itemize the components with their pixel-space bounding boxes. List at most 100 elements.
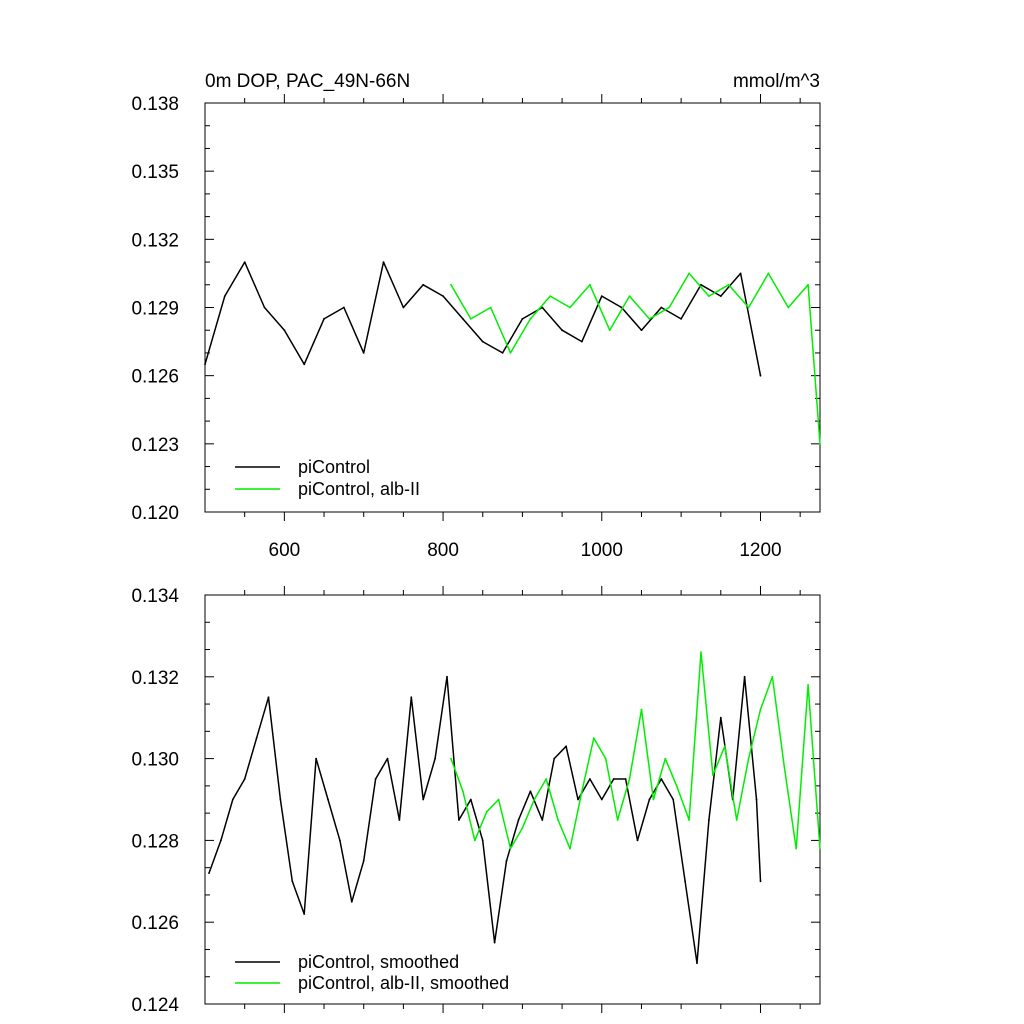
top-data-point [243, 261, 246, 263]
bottom-data-point [497, 798, 500, 801]
top-data-point [807, 283, 809, 286]
top-data-point [442, 295, 444, 297]
bottom-data-point [386, 757, 389, 760]
top-data-point [688, 272, 690, 275]
top-data-point [541, 306, 544, 309]
bottom-data-point [819, 847, 821, 850]
bottom-data-point [458, 819, 460, 821]
top-data-point [303, 363, 306, 366]
top-data-point [767, 272, 770, 275]
bottom-data-point [434, 757, 436, 760]
top-data-point [819, 442, 821, 445]
y-tick-label: 0.126 [131, 913, 179, 934]
top-data-point [589, 283, 591, 286]
bottom-data-point [557, 819, 559, 821]
top-series-line-picontrol [204, 261, 762, 376]
bottom-data-point [267, 696, 270, 699]
bottom-data-point [723, 745, 726, 748]
top-data-point [608, 329, 611, 332]
bottom-data-point [545, 778, 548, 780]
bottom-data-point [759, 880, 762, 883]
top-data-point [402, 306, 405, 309]
bottom-data-point [747, 757, 750, 760]
top-data-point [759, 374, 762, 377]
top-legend: piControl piControl, alb-II [235, 457, 420, 499]
bottom-data-point [279, 798, 282, 801]
y-tick-label: 0.126 [131, 367, 179, 388]
top-data-point [223, 295, 226, 297]
top-data-point [739, 272, 742, 275]
top-data-point [648, 318, 651, 320]
top-data-point [660, 306, 663, 309]
top-data-point [569, 306, 571, 309]
bottom-data-point [473, 839, 476, 842]
bottom-data-point [517, 819, 520, 821]
top-data-point [640, 329, 643, 332]
top-data-point [283, 329, 286, 332]
y-tick-label: 0.132 [131, 668, 179, 689]
bottom-data-point [410, 696, 413, 699]
bottom-axes: 0.124 0.126 0.128 0.130 0.132 0.134 [131, 586, 820, 1016]
top-data-point [628, 295, 631, 297]
y-tick-label: 0.129 [131, 299, 179, 320]
bottom-data-point [636, 839, 639, 842]
top-data-point [529, 318, 532, 320]
top-panel: 0m DOP, PAC_49N-66N mmol/m^3 0.1200.1230… [131, 71, 821, 561]
bottom-data-point [220, 839, 222, 842]
bottom-data-point [688, 819, 690, 821]
bottom-data-point [565, 745, 567, 748]
bottom-data-point [529, 790, 532, 793]
bottom-data-point [696, 962, 698, 964]
top-series-line-alb [450, 272, 821, 444]
bottom-data-point [493, 941, 496, 944]
top-axes: 0.120 0.123 0.126 0.129 0.132 0.135 0.138 600 80… [131, 94, 820, 561]
bottom-data-point [648, 798, 651, 801]
bottom-data-point [553, 757, 556, 760]
top-data-point [481, 340, 484, 343]
y-tick-label: 0.134 [131, 586, 179, 607]
bottom-data-point [315, 757, 317, 760]
bottom-data-point [676, 786, 679, 789]
top-data-point [489, 306, 492, 309]
bottom-data-point [255, 737, 258, 739]
bottom-data-point [581, 790, 583, 793]
top-data-point [600, 295, 603, 297]
top-data-point [462, 318, 464, 320]
bottom-data-point [660, 778, 663, 780]
bottom-data-point [541, 819, 544, 821]
bottom-data-point [362, 860, 365, 862]
top-data-point [719, 295, 722, 297]
chart-title: 0m DOP, PAC_49N-66N [205, 71, 410, 92]
bottom-data-point [624, 778, 627, 780]
bottom-data-point [755, 798, 758, 801]
bottom-data-point [303, 913, 306, 915]
top-data-point [549, 295, 552, 297]
bottom-data-point [327, 798, 329, 801]
bottom-data-point [521, 827, 524, 829]
y-tick-label: 0.135 [131, 162, 179, 183]
top-data-point [700, 283, 702, 286]
bottom-data-point [243, 778, 246, 780]
bottom-data-point [708, 819, 710, 821]
bottom-data-point [783, 765, 786, 768]
bottom-data-point [533, 798, 536, 801]
top-data-point [323, 318, 325, 320]
bottom-data-point [612, 778, 615, 780]
y-tick-label: 0.124 [131, 995, 179, 1016]
bottom-data-point [600, 798, 603, 801]
bottom-data-point [700, 651, 702, 654]
bottom-data-point [604, 757, 607, 760]
bottom-data-point [589, 778, 591, 780]
bottom-data-point [664, 757, 667, 760]
bottom-data-point [291, 880, 294, 883]
bottom-data-point [719, 716, 722, 719]
x-tick-label: 800 [427, 540, 459, 561]
bottom-legend: piControl, smoothed piControl, alb-II, s… [235, 952, 509, 993]
top-data-point [787, 306, 790, 309]
bottom-data-point [652, 798, 655, 801]
bottom-data-point [807, 684, 809, 686]
top-data-point [263, 306, 266, 309]
top-data-point [747, 306, 750, 309]
top-data-point [501, 352, 504, 354]
legend-label-picontrol-smoothed: piControl, smoothed [298, 952, 459, 972]
